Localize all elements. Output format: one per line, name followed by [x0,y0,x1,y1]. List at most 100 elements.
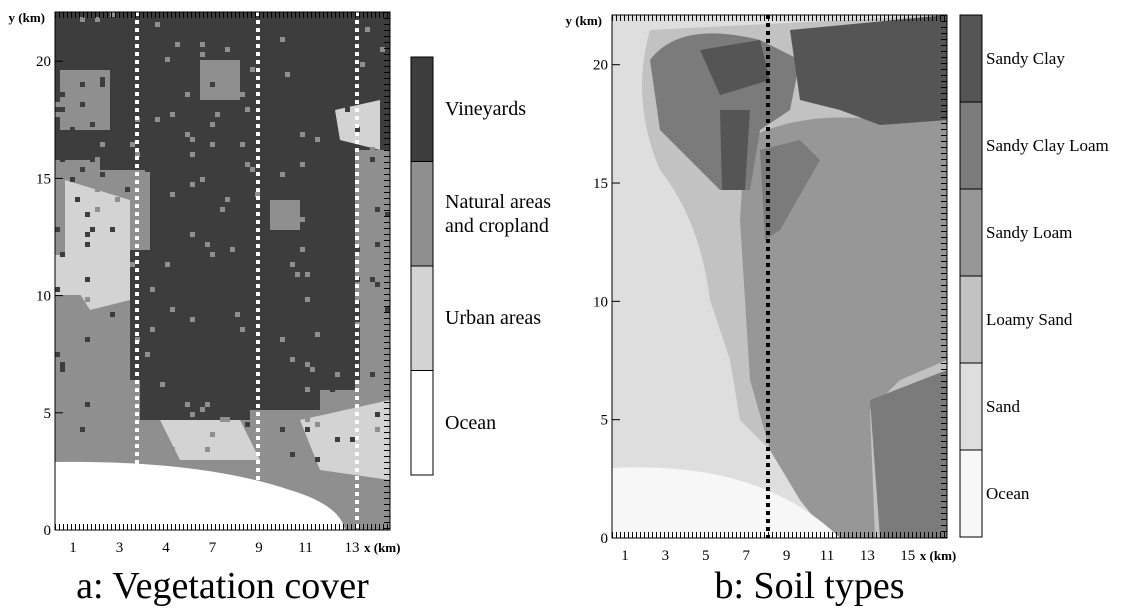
map-pixel [305,22,310,27]
map-pixel [85,402,90,407]
y-tick-label: 15 [36,171,51,187]
map-pixel [200,42,205,47]
map-pixel [365,297,370,302]
map-pixel [345,302,350,307]
x-tick-label: 1 [621,548,629,564]
map-pixel [55,172,60,177]
map-pixel [380,87,385,92]
legend-label: Sandy Clay Loam [986,134,1136,158]
map-pixel [330,92,335,97]
map-pixel [95,187,100,192]
map-pixel [130,142,135,147]
map-pixel [80,102,85,107]
map-pixel [335,437,340,442]
map-pixel [240,227,245,232]
map-pixel [95,207,100,212]
map-pixel [375,427,380,432]
map-pixel [230,247,235,252]
map-pixel [315,327,320,332]
map-pixel [170,447,175,452]
map-pixel [155,287,160,292]
x-tick-label: 13 [860,548,875,564]
map-pixel [290,262,295,267]
map-pixel [55,352,60,357]
map-pixel [210,142,215,147]
map-pixel [145,167,150,172]
y-axis-label: y (km) [566,13,602,28]
map-pixel [290,452,295,457]
map-pixel [305,362,310,367]
map-pixel [360,62,365,67]
map-pixel [305,102,310,107]
map-pixel [170,192,175,197]
legend-label: Ocean [445,411,583,435]
map-pixel [310,367,315,372]
map-pixel [170,112,175,117]
map-pixel [110,42,115,47]
map-pixel [215,262,220,267]
map-pixel [315,457,320,462]
map-pixel [150,327,155,332]
map-pixel [145,352,150,357]
map-pixel [80,407,85,412]
map-pixel [280,37,285,42]
map-pixel [265,302,270,307]
map-pixel [80,82,85,87]
map-pixel [80,42,85,47]
map-pixel [105,327,110,332]
map-pixel [240,302,245,307]
map-pixel [165,262,170,267]
map-pixel [160,382,165,387]
legend-swatch [960,276,982,363]
map-pixel [300,132,305,137]
map-pixel [320,72,325,77]
map-pixel [305,272,310,277]
legend-label: Urban areas [445,306,583,330]
x-tick-label: 4 [162,540,170,556]
x-tick-label: 7 [742,548,750,564]
x-tick-label: 7 [209,540,217,556]
legend-label: Loamy Sand [986,308,1136,332]
map-pixel [320,162,325,167]
legend-swatch [411,371,433,476]
map-pixel [295,57,300,62]
map-pixel [70,127,75,132]
map-pixel [220,197,225,202]
map-pixel [335,372,340,377]
map-pixel [155,22,160,27]
map-pixel [370,372,375,377]
map-pixel [220,417,225,422]
legend-swatch [960,15,982,102]
legend-label: Ocean [986,482,1136,506]
map-pixel [130,147,135,152]
map-pixel [375,412,380,417]
y-tick-label: 20 [593,58,608,74]
map-pixel [210,432,215,437]
map-pixel [250,67,255,72]
map-pixel [55,197,60,202]
x-tick-label: 3 [662,548,670,564]
x-tick-label: 9 [255,540,263,556]
map-pixel [140,287,145,292]
y-tick-label: 5 [44,406,52,422]
map-pixel [85,212,90,217]
y-axis-label: y (km) [9,10,45,25]
vegetation-map [55,12,390,530]
map-pixel [375,282,380,287]
map-pixel [200,177,205,182]
map-pixel [285,277,290,282]
map-pixel [285,352,290,357]
map-pixel [150,287,155,292]
map-pixel [305,52,310,57]
x-tick-label: 11 [298,540,312,556]
legend-swatch [960,102,982,189]
map-pixel [75,197,80,202]
map-pixel [260,252,265,257]
legend-label: Sandy Loam [986,221,1136,245]
map-pixel [210,207,215,212]
map-pixel [115,197,120,202]
map-pixel [100,182,105,187]
y-tick-label: 0 [601,531,609,547]
map-pixel [370,12,375,17]
map-pixel [85,337,90,342]
